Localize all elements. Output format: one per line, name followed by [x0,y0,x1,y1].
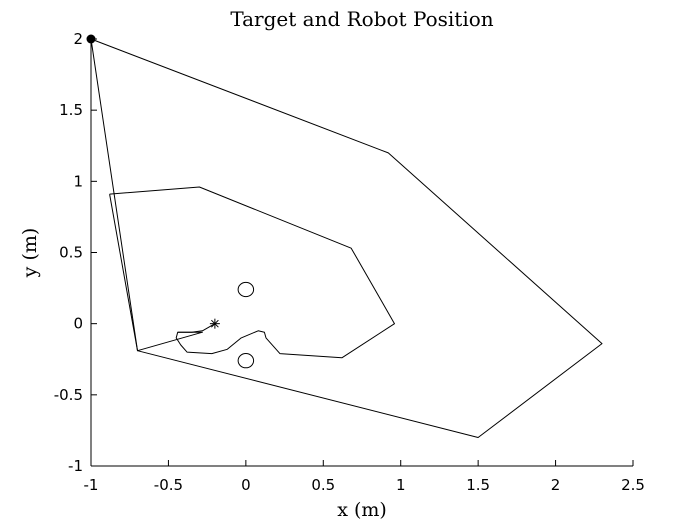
x-axis-label: x (m) [337,499,387,521]
y-tick-label: 0.5 [59,244,83,262]
obstacle-circle [237,353,255,369]
target-marker-stroke [211,319,219,328]
y-tick-label: -0.5 [54,386,83,404]
x-tick-label: -1 [84,476,99,494]
x-tick-label: 2 [551,476,561,494]
x-tick-label: 0.5 [311,476,335,494]
x-tick-label: 0 [241,476,251,494]
chart-title: Target and Robot Position [230,7,493,31]
robot-path-line [177,323,216,333]
y-tick-label: 2 [73,30,83,48]
inner-boundary-line [109,186,395,359]
x-tick-label: 2.5 [621,476,645,494]
y-tick-label: 1 [73,172,83,190]
plot-area [86,34,603,438]
x-tick-label: -0.5 [154,476,183,494]
x-tick-label: 1.5 [466,476,490,494]
y-tick-label: -1 [68,457,83,475]
y-axis-label: y (m) [19,228,41,279]
y-tick-label: 0 [73,315,83,333]
obstacle-circle [237,281,255,298]
x-tick-label: 1 [396,476,406,494]
target-marker [209,318,220,329]
axes: -1 -0.5 0 0.5 1 1.5 2 2.5 -1 -0.5 0 0.5 1 1.5 2 [54,30,645,494]
outer-boundary-line [90,38,603,438]
y-tick-label: 1.5 [59,101,83,119]
